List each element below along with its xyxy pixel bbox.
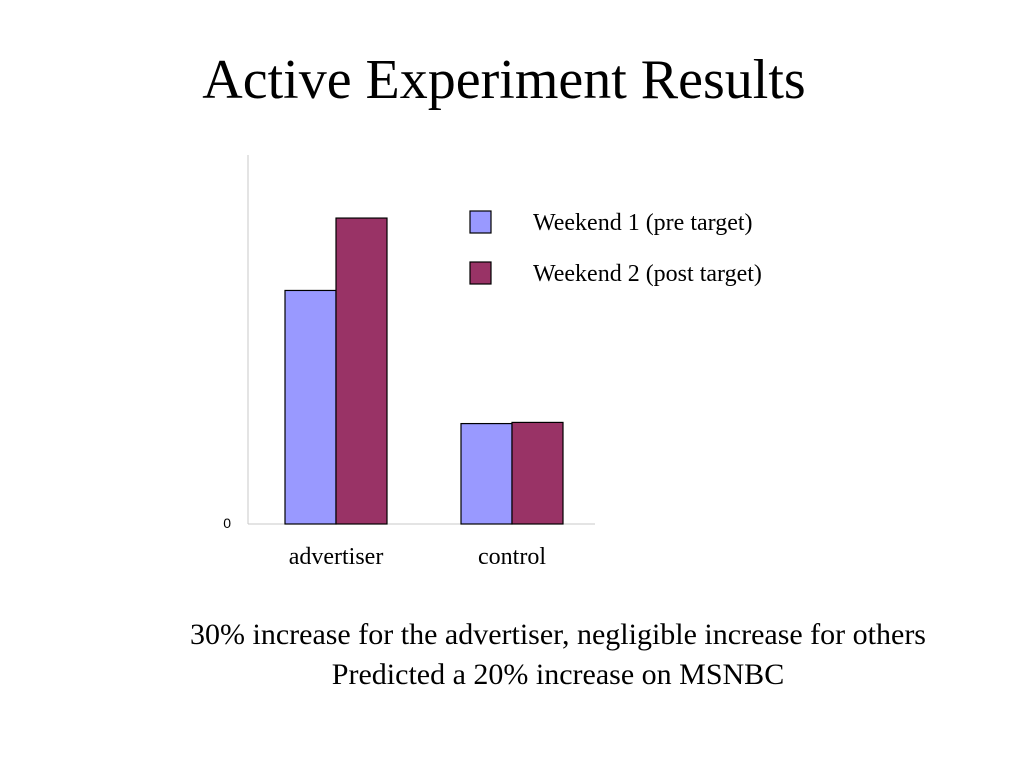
bar-control-series-1 <box>460 422 513 525</box>
x-tick-label-advertiser: advertiser <box>289 544 384 570</box>
legend-label-series-1: Weekend 1 (pre target) <box>533 210 753 236</box>
chart-legend: Weekend 1 (pre target) Weekend 2 (post ta… <box>469 210 762 287</box>
x-tick-label-control: control <box>478 544 546 570</box>
bar-advertiser-series-2 <box>335 217 388 525</box>
y-tick-label-0: 0 <box>223 515 231 531</box>
chart-labels: advertiser control 0 <box>223 515 546 570</box>
slide-title: Active Experiment Results <box>202 49 806 111</box>
legend-swatch-series-2 <box>469 261 492 285</box>
slide-notes: 30% increase for the advertiser, negligi… <box>90 615 1024 695</box>
legend-label-series-2: Weekend 2 (post target) <box>533 261 762 287</box>
bar-control-series-2 <box>511 421 564 525</box>
chart-bars <box>284 217 564 525</box>
note-line-2: Predicted a 20% increase on MSNBC <box>331 658 785 691</box>
note-line-1: 30% increase for the advertiser, negligi… <box>190 618 926 651</box>
bar-advertiser-series-1 <box>284 289 337 525</box>
legend-swatch-series-1 <box>469 210 492 234</box>
